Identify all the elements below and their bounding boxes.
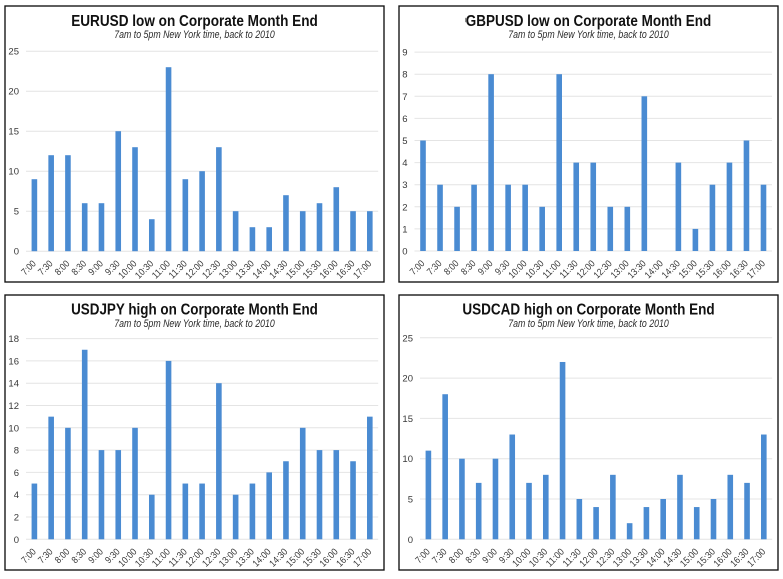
svg-text:8: 8 xyxy=(14,446,19,457)
svg-text:15: 15 xyxy=(8,127,19,138)
svg-text:7am to 5pm New York time, back: 7am to 5pm New York time, back to 2010 xyxy=(114,29,275,41)
svg-text:2: 2 xyxy=(14,513,19,524)
svg-text:8: 8 xyxy=(402,70,407,81)
svg-text:0: 0 xyxy=(14,247,19,258)
svg-text:7am to 5pm New York time, back: 7am to 5pm New York time, back to 2010 xyxy=(508,318,669,330)
svg-text:9: 9 xyxy=(402,48,407,59)
svg-text:10: 10 xyxy=(8,167,19,178)
svg-text:6: 6 xyxy=(402,114,407,125)
svg-text:12: 12 xyxy=(8,401,19,412)
svg-text:10: 10 xyxy=(8,423,19,434)
svg-text:15: 15 xyxy=(402,414,413,425)
svg-text:USDJPY high on Corporate Month: USDJPY high on Corporate Month End xyxy=(71,302,318,319)
svg-text:0: 0 xyxy=(14,535,19,546)
svg-text:18: 18 xyxy=(8,334,19,345)
svg-text:GBPUSD low on Corporate Month: GBPUSD low on Corporate Month End xyxy=(466,13,711,30)
svg-text:USDCAD high on Corporate Month: USDCAD high on Corporate Month End xyxy=(462,302,714,319)
svg-text:0: 0 xyxy=(408,535,413,546)
svg-text:4: 4 xyxy=(402,158,407,169)
svg-text:6: 6 xyxy=(14,468,19,479)
svg-text:0: 0 xyxy=(402,247,407,258)
svg-text:20: 20 xyxy=(402,374,413,385)
svg-text:7am to 5pm New York time, back: 7am to 5pm New York time, back to 2010 xyxy=(508,29,669,41)
svg-text:10: 10 xyxy=(402,454,413,465)
svg-text:25: 25 xyxy=(8,47,19,58)
svg-text:20: 20 xyxy=(8,87,19,98)
svg-text:7am to 5pm New York time, back: 7am to 5pm New York time, back to 2010 xyxy=(114,318,275,330)
svg-text:1: 1 xyxy=(402,224,407,235)
svg-text:3: 3 xyxy=(402,180,407,191)
svg-text:25: 25 xyxy=(402,333,413,344)
svg-text:7: 7 xyxy=(402,92,407,103)
svg-text:EURUSD low on Corporate Month: EURUSD low on Corporate Month End xyxy=(71,13,318,30)
svg-text:4: 4 xyxy=(14,490,19,501)
svg-text:5: 5 xyxy=(402,136,407,147)
svg-text:5: 5 xyxy=(408,495,413,506)
svg-text:14: 14 xyxy=(8,379,19,390)
svg-text:2: 2 xyxy=(402,202,407,213)
svg-text:5: 5 xyxy=(14,207,19,218)
svg-text:16: 16 xyxy=(8,356,19,367)
